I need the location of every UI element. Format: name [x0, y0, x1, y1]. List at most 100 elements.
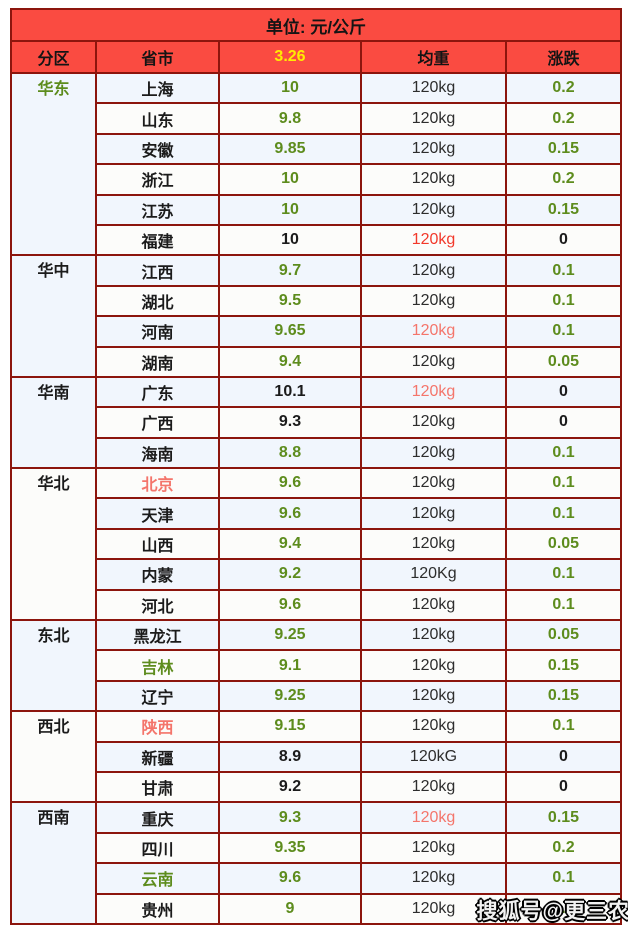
price-cell: 10 — [218, 71, 362, 105]
weight-cell: 120kg — [360, 831, 507, 865]
weight-cell: 120kg — [360, 436, 507, 470]
price-cell: 10 — [218, 163, 362, 196]
weight-cell: 120kg — [360, 223, 507, 257]
weight-cell: 120kg — [360, 801, 507, 834]
change-cell: 0.1 — [505, 588, 622, 622]
province-cell: 湖南 — [95, 345, 220, 378]
change-cell: 0.2 — [505, 163, 622, 196]
price-cell: 8.8 — [218, 436, 362, 470]
province-cell: 山西 — [95, 527, 220, 561]
province-cell: 内蒙 — [95, 558, 220, 591]
change-cell: 0 — [505, 770, 622, 804]
price-cell: 9.2 — [218, 770, 362, 804]
table-row: 安徽 9.85 120kg 0.15 — [11, 132, 622, 166]
province-cell: 贵州 — [95, 892, 220, 926]
table-row: 四川 9.35 120kg 0.2 — [11, 831, 622, 865]
table-row: 山东 9.8 120kg 0.2 — [11, 102, 622, 135]
table-row: 贵州 9 120kg 0.1 — [11, 892, 622, 926]
price-cell: 9.85 — [218, 132, 362, 166]
change-cell: 0.1 — [505, 710, 622, 743]
change-cell: 0.1 — [505, 284, 622, 318]
price-cell: 10.1 — [218, 375, 362, 409]
province-cell: 浙江 — [95, 163, 220, 196]
change-cell: 0.05 — [505, 527, 622, 561]
change-cell: 0.1 — [505, 862, 622, 895]
price-cell: 9.8 — [218, 102, 362, 135]
weight-cell: 120kg — [360, 710, 507, 743]
province-cell: 海南 — [95, 436, 220, 470]
table-row: 福建 10 120kg 0 — [11, 223, 622, 257]
weight-cell: 120kg — [360, 345, 507, 378]
weight-cell: 120kg — [360, 254, 507, 287]
table-row: 浙江 10 120kg 0.2 — [11, 163, 622, 196]
table-row: 江苏 10 120kg 0.15 — [11, 193, 622, 226]
weight-cell: 120kg — [360, 163, 507, 196]
price-cell: 9.3 — [218, 801, 362, 834]
weight-cell: 120kg — [360, 527, 507, 561]
price-cell: 8.9 — [218, 740, 362, 773]
price-cell: 9.65 — [218, 315, 362, 348]
col-header-region: 分区 — [10, 40, 97, 74]
table-row: 西南 重庆 9.3 120kg 0.15 — [10, 801, 622, 925]
price-cell: 9.3 — [218, 406, 362, 439]
province-cell: 湖北 — [95, 284, 220, 318]
province-cell: 广东 — [95, 375, 220, 409]
province-cell: 山东 — [95, 102, 220, 135]
table-row: 新疆 8.9 120kG 0 — [11, 740, 622, 773]
price-cell: 9.35 — [218, 831, 362, 865]
table-row: 东北 黑龙江 9.25 120kg 0.05 — [10, 619, 622, 713]
province-cell: 江苏 — [95, 193, 220, 226]
table-row: 华南 广东 10.1 120kg 0 — [10, 375, 622, 470]
table-row: 华中 江西 9.7 120kg 0.1 — [10, 254, 622, 378]
province-cell: 四川 — [95, 831, 220, 865]
change-cell: 0 — [505, 406, 622, 439]
price-cell: 9 — [218, 892, 362, 926]
table-row: 云南 9.6 120kg 0.1 — [11, 862, 622, 895]
weight-cell: 120kG — [360, 740, 507, 773]
province-cell: 云南 — [95, 862, 220, 895]
weight-cell: 120kg — [360, 71, 507, 105]
table-row: 华东 上海 10 120kg 0.2 — [10, 71, 622, 257]
change-cell: 0 — [505, 375, 622, 409]
change-cell: 0.1 — [505, 436, 622, 470]
weight-cell: 120kg — [360, 679, 507, 713]
province-cell: 陕西 — [95, 710, 220, 743]
change-cell: 0.15 — [505, 132, 622, 166]
change-cell: 0.1 — [505, 315, 622, 348]
weight-cell: 120kg — [360, 649, 507, 682]
change-cell: 0.1 — [505, 558, 622, 591]
change-cell: 0.15 — [505, 801, 622, 834]
region-cell: 西南 — [10, 801, 97, 925]
price-cell: 9.1 — [218, 649, 362, 682]
weight-cell: 120kg — [360, 193, 507, 226]
province-cell: 上海 — [95, 71, 220, 105]
table-row: 湖南 9.4 120kg 0.05 — [11, 345, 622, 378]
title-row: 单位: 元/公斤 — [10, 8, 622, 42]
change-cell: 0.2 — [505, 71, 622, 105]
table-row: 吉林 9.1 120kg 0.15 — [11, 649, 622, 682]
col-header-change: 涨跌 — [505, 40, 622, 74]
col-header-province: 省市 — [95, 40, 220, 74]
change-cell: 0.2 — [505, 831, 622, 865]
weight-cell: 120kg — [360, 406, 507, 439]
change-cell: 0.15 — [505, 649, 622, 682]
province-cell: 北京 — [95, 467, 220, 500]
price-cell: 9.4 — [218, 527, 362, 561]
province-cell: 甘肃 — [95, 770, 220, 804]
province-cell: 新疆 — [95, 740, 220, 773]
col-header-weight: 均重 — [360, 40, 507, 74]
price-cell: 9.6 — [218, 588, 362, 622]
weight-cell: 120kg — [360, 588, 507, 622]
table-row: 河南 9.65 120kg 0.1 — [11, 315, 622, 348]
watermark: 搜狐号@更三农 — [476, 900, 628, 923]
weight-cell: 120kg — [360, 375, 507, 409]
table-row: 内蒙 9.2 120Kg 0.1 — [11, 558, 622, 591]
province-cell: 江西 — [95, 254, 220, 287]
price-cell: 9.2 — [218, 558, 362, 591]
price-cell: 9.5 — [218, 284, 362, 318]
table-title: 单位: 元/公斤 — [10, 8, 622, 42]
weight-cell: 120kg — [360, 862, 507, 895]
change-cell: 0.1 — [505, 892, 622, 926]
price-cell: 9.25 — [218, 619, 362, 652]
